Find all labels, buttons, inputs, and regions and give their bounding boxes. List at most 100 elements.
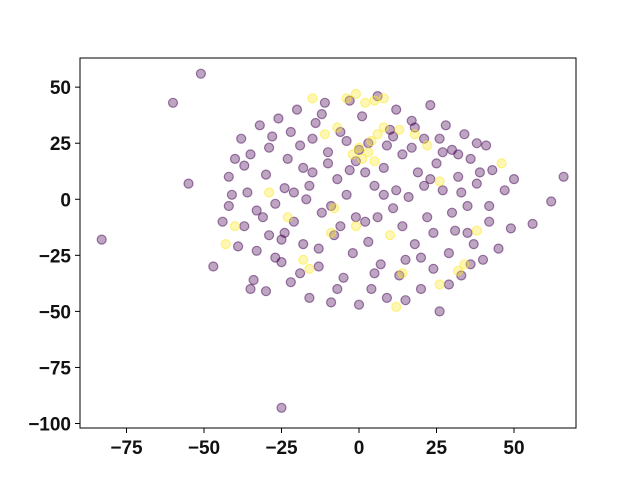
x-tick-label: 50 bbox=[503, 438, 524, 459]
data-point-class_0-91 bbox=[484, 216, 495, 227]
data-point-class_1-14 bbox=[319, 129, 330, 140]
data-point-class_0-9 bbox=[217, 216, 228, 227]
data-point-class_0-15 bbox=[242, 187, 253, 198]
data-point-class_0-140 bbox=[388, 131, 399, 142]
data-point-class_0-55 bbox=[369, 180, 380, 191]
data-point-class_0-57 bbox=[375, 259, 386, 270]
data-point-class_0-149 bbox=[471, 138, 482, 149]
data-point-class_0-58 bbox=[378, 162, 389, 173]
data-point-class_0-99 bbox=[260, 286, 272, 297]
data-point-class_0-98 bbox=[248, 274, 259, 286]
data-point-class_0-38 bbox=[316, 207, 327, 218]
data-point-class_0-45 bbox=[338, 272, 349, 283]
y-tick-label: 50 bbox=[50, 78, 71, 99]
data-point-class_0-41 bbox=[326, 297, 337, 308]
data-point-class_0-36 bbox=[310, 117, 321, 129]
data-point-class_0-120 bbox=[456, 187, 467, 198]
data-point-class_1-4 bbox=[366, 135, 377, 147]
x-tick-label: 25 bbox=[426, 438, 448, 459]
data-point-class_0-137 bbox=[360, 167, 371, 178]
data-point-class_0-46 bbox=[341, 189, 352, 200]
data-point-class_0-85 bbox=[462, 200, 473, 212]
data-point-class_0-62 bbox=[391, 104, 402, 115]
y-tick-label: −50 bbox=[39, 302, 71, 323]
data-point-class_0-122 bbox=[474, 167, 485, 178]
data-point-class_0-107 bbox=[335, 221, 346, 232]
data-point-class_0-24 bbox=[273, 113, 284, 124]
data-point-class_1-32 bbox=[434, 176, 445, 187]
data-point-class_0-68 bbox=[409, 239, 420, 250]
data-point-class_0-18 bbox=[254, 120, 265, 131]
y-tick-label: −25 bbox=[39, 246, 72, 267]
data-point-class_0-79 bbox=[443, 248, 454, 259]
data-point-class_0-97 bbox=[245, 283, 256, 295]
data-point-class_0-5 bbox=[276, 402, 287, 413]
data-point-class_0-87 bbox=[468, 239, 479, 250]
data-point-class_0-17 bbox=[251, 245, 262, 256]
data-point-class_1-21 bbox=[298, 254, 309, 265]
data-point-class_1-13 bbox=[332, 122, 343, 133]
data-point-class_0-77 bbox=[437, 185, 448, 196]
data-point-class_0-110 bbox=[363, 236, 374, 247]
data-point-class_0-105 bbox=[316, 108, 327, 120]
data-point-class_0-89 bbox=[477, 254, 489, 265]
data-point-class_1-1 bbox=[353, 142, 365, 153]
data-point-class_1-23 bbox=[326, 227, 337, 238]
data-point-class_0-103 bbox=[298, 162, 309, 173]
data-point-class_0-0 bbox=[96, 234, 107, 245]
data-point-class_1-29 bbox=[434, 279, 445, 290]
data-point-class_1-35 bbox=[220, 239, 231, 250]
data-point-class_0-143 bbox=[415, 252, 427, 263]
data-point-class_0-34 bbox=[304, 292, 315, 303]
data-point-class_1-36 bbox=[229, 221, 241, 232]
data-point-class_0-70 bbox=[415, 283, 427, 295]
data-point-class_0-134 bbox=[332, 283, 343, 295]
data-point-class_0-3 bbox=[195, 68, 206, 79]
data-point-class_0-132 bbox=[313, 243, 324, 254]
data-point-class_1-0 bbox=[347, 149, 358, 160]
data-point-class_0-66 bbox=[403, 191, 414, 203]
data-point-class_0-75 bbox=[431, 158, 442, 169]
data-point-class_0-118 bbox=[437, 147, 448, 158]
data-point-class_1-6 bbox=[372, 129, 383, 140]
data-point-class_0-31 bbox=[295, 140, 306, 151]
data-point-class_0-35 bbox=[307, 167, 318, 178]
data-point-class_0-139 bbox=[378, 189, 389, 200]
data-point-class_0-141 bbox=[397, 221, 408, 232]
data-point-class_0-116 bbox=[419, 180, 430, 191]
data-point-class_0-6 bbox=[527, 218, 538, 229]
data-points bbox=[96, 68, 569, 413]
data-point-class_1-27 bbox=[397, 268, 408, 279]
data-point-class_1-18 bbox=[422, 140, 433, 151]
data-point-class_1-9 bbox=[360, 97, 371, 108]
data-point-class_1-2 bbox=[357, 153, 368, 164]
data-point-class_0-138 bbox=[369, 268, 380, 279]
data-point-class_0-126 bbox=[251, 205, 262, 216]
data-point-class_0-96 bbox=[508, 174, 520, 185]
data-point-class_0-22 bbox=[267, 131, 278, 142]
data-point-class_1-3 bbox=[363, 147, 374, 158]
data-point-class_0-84 bbox=[459, 129, 470, 140]
data-point-class_0-10 bbox=[223, 200, 234, 212]
data-point-class_0-129 bbox=[285, 126, 296, 138]
data-point-class_0-100 bbox=[270, 252, 281, 263]
data-point-class_0-88 bbox=[471, 178, 482, 189]
data-point-class_0-95 bbox=[505, 223, 516, 234]
data-point-class_1-15 bbox=[378, 122, 389, 133]
data-point-class_0-81 bbox=[450, 225, 461, 236]
data-point-class_1-17 bbox=[409, 129, 420, 140]
data-point-class_0-54 bbox=[366, 283, 377, 295]
data-point-class_0-20 bbox=[260, 169, 272, 180]
data-point-class_0-146 bbox=[443, 279, 454, 290]
data-point-class_0-108 bbox=[344, 165, 355, 176]
y-axis: −100 −75 −50 −25 0 25 50 bbox=[28, 78, 80, 436]
data-point-class_0-73 bbox=[425, 99, 436, 111]
data-point-class_0-102 bbox=[288, 187, 299, 198]
data-point-class_0-33 bbox=[301, 194, 312, 205]
data-point-class_0-94 bbox=[499, 185, 510, 196]
data-point-class_0-133 bbox=[322, 158, 334, 169]
data-point-class_1-34 bbox=[496, 158, 507, 169]
data-point-class_0-61 bbox=[388, 203, 399, 214]
data-point-class_0-65 bbox=[400, 295, 411, 306]
